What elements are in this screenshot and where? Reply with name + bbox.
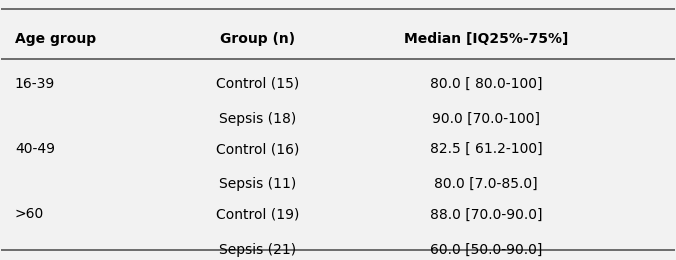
Text: 40-49: 40-49 — [15, 142, 55, 156]
Text: Sepsis (21): Sepsis (21) — [218, 243, 296, 257]
Text: Group (n): Group (n) — [220, 31, 295, 46]
Text: 90.0 [70.0-100]: 90.0 [70.0-100] — [432, 112, 540, 126]
Text: 88.0 [70.0-90.0]: 88.0 [70.0-90.0] — [430, 207, 542, 222]
Text: 80.0 [7.0-85.0]: 80.0 [7.0-85.0] — [434, 177, 538, 191]
Text: Median [IQ25%-75%]: Median [IQ25%-75%] — [404, 31, 569, 46]
Text: 16-39: 16-39 — [15, 77, 55, 91]
Text: >60: >60 — [15, 207, 44, 222]
Text: Age group: Age group — [15, 31, 96, 46]
Text: Sepsis (18): Sepsis (18) — [218, 112, 296, 126]
Text: Sepsis (11): Sepsis (11) — [218, 177, 296, 191]
Text: 60.0 [50.0-90.0]: 60.0 [50.0-90.0] — [430, 243, 542, 257]
Text: 80.0 [ 80.0-100]: 80.0 [ 80.0-100] — [430, 77, 542, 91]
Text: 82.5 [ 61.2-100]: 82.5 [ 61.2-100] — [430, 142, 542, 156]
Text: Control (19): Control (19) — [216, 207, 299, 222]
Text: Control (15): Control (15) — [216, 77, 299, 91]
Text: Control (16): Control (16) — [216, 142, 299, 156]
